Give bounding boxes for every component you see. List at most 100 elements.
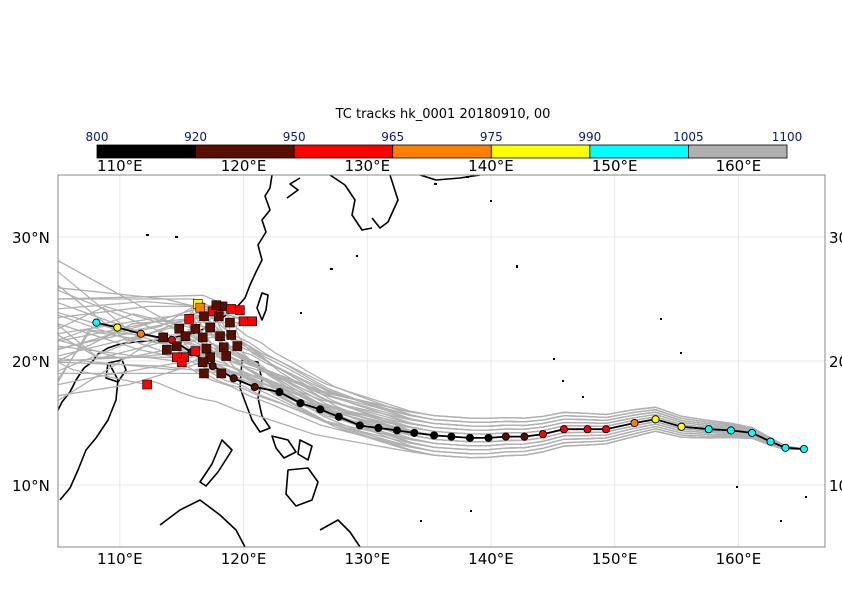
track-point xyxy=(113,323,122,332)
landfall-marker xyxy=(184,314,194,324)
borneo-coast xyxy=(159,499,246,547)
kyushu-coast xyxy=(371,175,399,229)
colorbar-label: 1005 xyxy=(673,130,704,144)
landfall-marker xyxy=(211,300,222,311)
colorbar-segment xyxy=(688,144,788,159)
mainland-asia-coast xyxy=(58,175,273,411)
lon-tick-top: 140°E xyxy=(468,157,514,175)
track-point xyxy=(484,433,493,442)
landfall-marker xyxy=(216,368,227,379)
landfall-marker xyxy=(226,330,236,340)
lon-tick-top: 150°E xyxy=(592,157,638,175)
lon-tick-bottom: 150°E xyxy=(592,550,638,568)
mindanao-island xyxy=(285,467,319,507)
lat-tick-left: 10°N xyxy=(12,477,50,495)
colorbar-label: 950 xyxy=(283,130,306,144)
landfall-marker xyxy=(142,379,152,390)
track-point xyxy=(316,405,325,414)
forecast-landfall-markers xyxy=(142,299,258,390)
landfall-marker xyxy=(215,331,225,342)
track-point xyxy=(766,437,775,446)
sulawesi-coast xyxy=(319,519,361,547)
lon-tick-top: 130°E xyxy=(344,157,390,175)
landfall-marker xyxy=(205,352,215,363)
track-point xyxy=(799,444,809,454)
lon-tick-top: 160°E xyxy=(716,157,762,175)
track-point xyxy=(296,399,305,408)
landfall-marker xyxy=(226,304,236,314)
yellow-sea-coast xyxy=(286,177,301,199)
landfall-marker xyxy=(235,305,245,315)
landfall-marker xyxy=(162,345,172,355)
landfall-marker xyxy=(180,331,191,342)
colorbar-label: 800 xyxy=(86,130,109,144)
colorbar-label: 965 xyxy=(381,130,404,144)
korea-coast xyxy=(329,175,373,231)
track-point xyxy=(334,412,343,421)
track-point xyxy=(583,425,592,434)
landfall-marker xyxy=(205,322,215,333)
landfall-marker xyxy=(218,342,229,353)
track-point xyxy=(677,422,686,431)
ensemble-track xyxy=(58,332,805,450)
lat-tick-left: 20°N xyxy=(12,353,50,371)
observed-track-points xyxy=(92,318,809,454)
lon-tick-bottom: 120°E xyxy=(221,550,267,568)
landfall-marker xyxy=(197,357,208,368)
landfall-marker xyxy=(158,332,168,343)
track-point xyxy=(726,426,736,435)
track-point xyxy=(704,425,713,434)
lon-tick-bottom: 140°E xyxy=(468,550,514,568)
lat-tick-right: 30 xyxy=(829,229,842,247)
track-point xyxy=(208,361,217,371)
lat-tick-right: 10 xyxy=(829,477,842,495)
taiwan-island xyxy=(256,292,269,321)
ensemble-track xyxy=(58,361,805,459)
landfall-marker xyxy=(171,352,182,363)
track-point xyxy=(229,374,238,383)
track-point xyxy=(447,432,456,441)
lon-tick-bottom: 130°E xyxy=(344,550,390,568)
track-point xyxy=(250,382,259,392)
colorbar-label: 920 xyxy=(184,130,207,144)
landfall-marker xyxy=(221,351,232,361)
track-point xyxy=(410,428,419,437)
landfall-marker xyxy=(247,316,258,327)
track-point xyxy=(275,387,284,397)
landfall-marker xyxy=(176,357,187,368)
track-point xyxy=(92,318,101,327)
map-border xyxy=(57,174,826,548)
track-point xyxy=(501,432,510,441)
longitude-tick-labels: 110°E 110°E 120°E 120°E 130°E 130°E 140°E 140°E… xyxy=(97,157,761,568)
pressure-colorbar: 800 920 950 965 975 990 1005 1100 xyxy=(86,130,803,159)
map-title: TC tracks hk_0001 20180910, 00 xyxy=(335,107,551,122)
track-point xyxy=(136,329,145,338)
lon-tick-bottom: 160°E xyxy=(716,550,762,568)
track-point xyxy=(781,443,790,452)
colorbar-label: 975 xyxy=(480,130,503,144)
landfall-marker xyxy=(199,368,209,379)
lon-tick-bottom: 110°E xyxy=(97,550,143,568)
colorbar-label: 1100 xyxy=(772,130,803,144)
landfall-marker xyxy=(190,323,201,334)
lat-tick-left: 30°N xyxy=(12,229,50,247)
track-point xyxy=(651,415,660,424)
landfall-marker xyxy=(171,341,182,351)
luzon-island xyxy=(239,359,271,433)
landfall-marker xyxy=(197,332,208,343)
landfall-marker xyxy=(199,311,209,322)
track-point xyxy=(747,428,757,437)
lat-tick-right: 20 xyxy=(829,353,842,371)
landfall-marker xyxy=(195,302,206,313)
lon-tick-top: 120°E xyxy=(221,157,267,175)
landfall-marker xyxy=(201,343,212,354)
latitude-tick-labels: 30°N 20°N 10°N xyxy=(12,229,50,495)
track-point xyxy=(630,418,639,428)
right-latitude-tick-labels: 30 20 10 xyxy=(829,229,842,495)
lon-tick-top: 110°E xyxy=(97,157,143,175)
track-point xyxy=(520,432,529,441)
track-point xyxy=(392,426,402,435)
track-point xyxy=(374,423,383,433)
visayas-islands xyxy=(271,435,313,461)
